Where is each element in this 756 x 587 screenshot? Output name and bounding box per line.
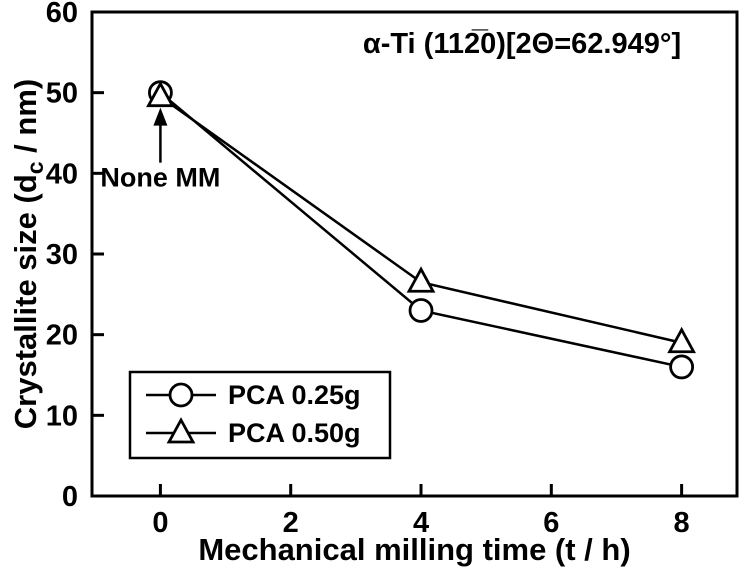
- legend: PCA 0.25g PCA 0.50g: [128, 370, 392, 460]
- data-point-triangle: [667, 326, 696, 354]
- legend-label-0: PCA 0.25g: [228, 380, 361, 410]
- y-tick-label: 0: [62, 481, 78, 513]
- legend-circle-marker: [168, 382, 194, 408]
- y-tick-label: 10: [46, 400, 78, 432]
- legend-label-1: PCA 0.50g: [228, 418, 361, 448]
- y-tick-label: 20: [46, 320, 78, 352]
- x-tick-label: 2: [283, 507, 299, 539]
- legend-triangle-marker: [166, 417, 196, 444]
- y-axis-ticks: 0 10 20 30 40 50 60: [46, 0, 104, 513]
- data-point-triangle: [146, 80, 175, 108]
- y-axis-label: Crystallite size (dc / nm): [8, 79, 48, 429]
- y-tick-label: 60: [46, 0, 78, 29]
- annotation-text: None MM: [100, 163, 220, 193]
- y-tick-label: 30: [46, 239, 78, 271]
- x-tick-label: 4: [413, 507, 429, 539]
- x-axis-label: Mechanical milling time (t / h): [198, 532, 630, 567]
- x-tick-label: 8: [674, 507, 690, 539]
- data-point-circle: [408, 298, 434, 323]
- annotation-arrowhead: [153, 107, 168, 126]
- x-axis-ticks: 0 2 4 6 8: [152, 484, 690, 539]
- data-point-circle: [669, 354, 695, 380]
- y-tick-label: 50: [46, 78, 78, 110]
- x-tick-label: 0: [152, 507, 168, 539]
- chart-title-annotation: α-Ti (112̅0)[2Θ=62.949°]: [363, 28, 681, 60]
- y-tick-label: 40: [46, 158, 78, 190]
- x-tick-label: 6: [543, 507, 559, 539]
- data-point-triangle: [406, 266, 436, 293]
- none-mm-annotation: None MM: [100, 107, 220, 193]
